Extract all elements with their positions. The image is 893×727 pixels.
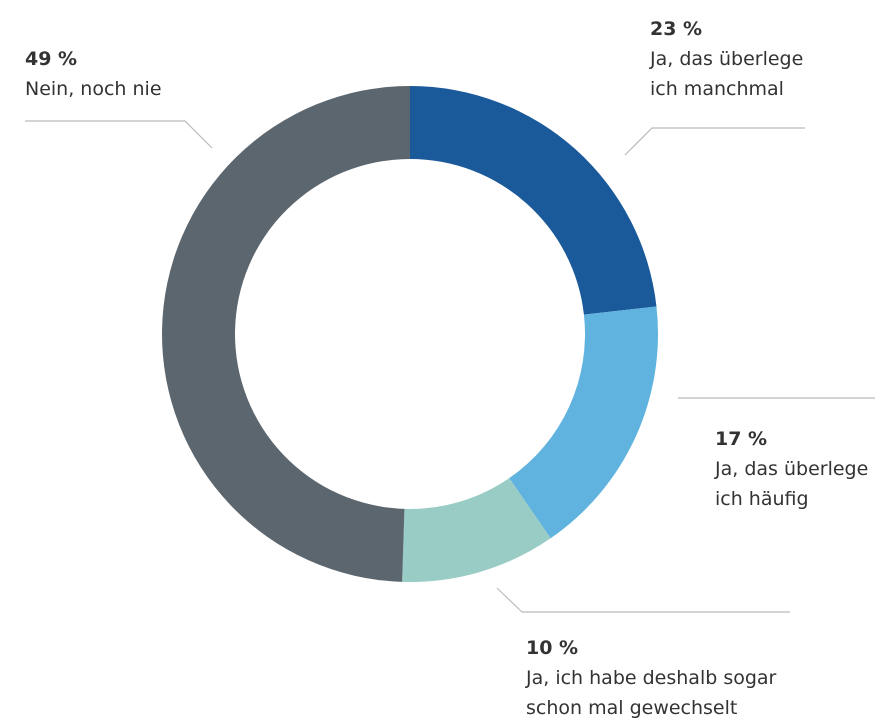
segment-label: 10 % Ja, ich habe deshalb sogar schon mal… xyxy=(526,633,816,723)
leader-line xyxy=(624,127,805,156)
value-label: 17 % xyxy=(715,428,768,450)
leader-line xyxy=(496,587,790,613)
category-label: Nein, noch nie xyxy=(25,78,162,100)
segment-label: 23 % Ja, das überlege ich manchmal xyxy=(650,14,830,104)
donut-segment xyxy=(402,478,551,582)
value-label: 49 % xyxy=(25,48,78,70)
category-label: Ja, das überlege ich manchmal xyxy=(650,48,804,100)
category-label: Ja, das überlege ich häufig xyxy=(715,458,869,510)
value-label: 10 % xyxy=(526,637,579,659)
segment-label: 17 % Ja, das überlege ich häufig xyxy=(715,424,893,514)
donut-segment xyxy=(410,86,657,315)
leader-line xyxy=(25,120,213,149)
donut-segment xyxy=(162,86,410,582)
category-label: Ja, ich habe deshalb sogar schon mal gew… xyxy=(526,667,777,719)
segment-label: 49 % Nein, noch nie xyxy=(25,44,225,104)
value-label: 23 % xyxy=(650,18,703,40)
donut-segment xyxy=(509,306,658,539)
